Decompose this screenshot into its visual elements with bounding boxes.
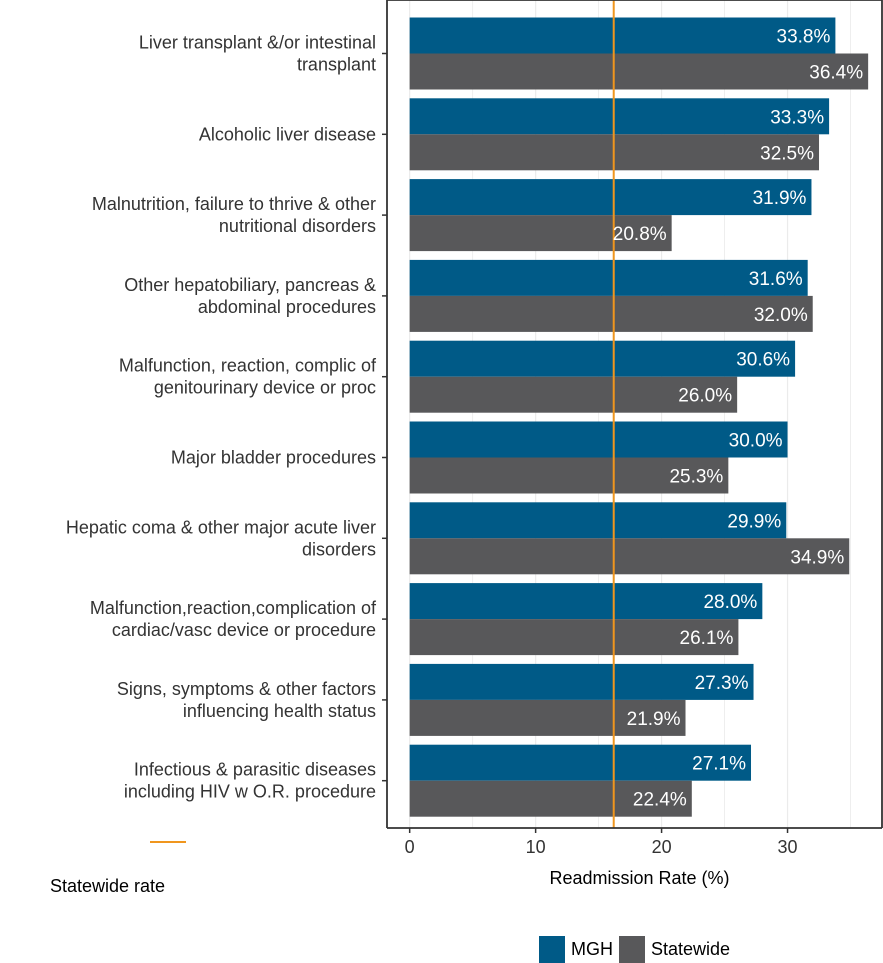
bar-statewide <box>409 780 692 817</box>
category-label: transplant <box>297 55 376 75</box>
data-label: 30.6% <box>736 350 790 371</box>
bar-statewide <box>409 699 686 736</box>
bar-mgh <box>409 17 836 54</box>
bar-statewide <box>409 53 869 90</box>
data-label: 27.1% <box>692 754 746 775</box>
bar-mgh <box>409 502 787 539</box>
category-label: genitourinary device or proc <box>154 378 376 398</box>
bar-mgh <box>409 663 754 700</box>
legend-label-mgh: MGH <box>571 939 613 959</box>
category-label: Alcoholic liver disease <box>199 124 376 144</box>
x-tick-label: 0 <box>405 837 415 857</box>
x-tick-label: 10 <box>526 837 546 857</box>
data-label: 25.3% <box>669 467 723 488</box>
bar-mgh <box>409 179 812 216</box>
data-label: 34.9% <box>790 547 844 568</box>
data-label: 30.0% <box>729 431 783 452</box>
x-tick-label: 20 <box>652 837 672 857</box>
data-label: 26.1% <box>680 628 734 649</box>
data-label: 31.9% <box>753 188 807 209</box>
category-label: Malnutrition, failure to thrive & other <box>92 194 376 214</box>
category-label: nutritional disorders <box>219 216 376 236</box>
bar-mgh <box>409 744 752 781</box>
data-label: 32.5% <box>760 143 814 164</box>
bar-mgh <box>409 259 808 296</box>
legend: Statewide rate MGH Statewide <box>50 841 730 963</box>
data-label: 27.3% <box>695 673 749 694</box>
legend-swatch-statewide <box>619 936 645 963</box>
category-label: influencing health status <box>183 701 376 721</box>
data-label: 36.4% <box>809 63 863 84</box>
category-labels: Liver transplant &/or intestinaltranspla… <box>66 33 377 802</box>
bar-mgh <box>409 421 788 458</box>
bar-mgh <box>409 340 796 377</box>
data-labels: 33.8% 36.4% 33.3% 32.5% 31.9% 20.8% 31.6% 32.0%… <box>613 27 863 811</box>
category-label: abdominal procedures <box>198 297 376 317</box>
category-label: Signs, symptoms & other factors <box>117 679 376 699</box>
bar-statewide <box>409 457 729 494</box>
x-tick-label: 30 <box>778 837 798 857</box>
category-label: Major bladder procedures <box>171 448 376 468</box>
bar-statewide <box>409 538 850 575</box>
bar-statewide <box>409 376 738 413</box>
category-label: including HIV w O.R. procedure <box>124 782 376 802</box>
legend-label-statewide: Statewide <box>651 939 730 959</box>
category-label: Liver transplant &/or intestinal <box>139 33 376 53</box>
category-label: cardiac/vasc device or procedure <box>112 620 376 640</box>
bars <box>409 17 869 817</box>
bar-statewide <box>409 295 813 332</box>
data-label: 32.0% <box>754 305 808 326</box>
legend-swatch-mgh <box>539 936 565 963</box>
bar-statewide <box>409 215 672 252</box>
category-label: Malfunction, reaction, complic of <box>119 356 377 376</box>
data-label: 26.0% <box>678 386 732 407</box>
category-label: Other hepatobiliary, pancreas & <box>124 275 376 295</box>
category-label: Infectious & parasitic diseases <box>134 760 376 780</box>
data-label: 20.8% <box>613 224 667 245</box>
category-label: disorders <box>302 539 376 559</box>
data-label: 22.4% <box>633 790 687 811</box>
category-label: Malfunction,reaction,complication of <box>90 598 377 618</box>
bar-statewide <box>409 619 739 656</box>
data-label: 28.0% <box>703 592 757 613</box>
data-label: 21.9% <box>627 709 681 730</box>
data-label: 29.9% <box>727 511 781 532</box>
data-label: 31.6% <box>749 269 803 290</box>
axes: 0 10 20 30 Readmission Rate (%) <box>382 0 883 888</box>
bar-mgh <box>409 583 763 620</box>
legend-statewide-rate-label: Statewide rate <box>50 876 165 896</box>
bar-mgh <box>409 98 830 135</box>
data-label: 33.3% <box>770 107 824 128</box>
category-label: Hepatic coma & other major acute liver <box>66 517 376 537</box>
data-label: 33.8% <box>777 27 831 48</box>
x-axis-title: Readmission Rate (%) <box>549 868 729 888</box>
